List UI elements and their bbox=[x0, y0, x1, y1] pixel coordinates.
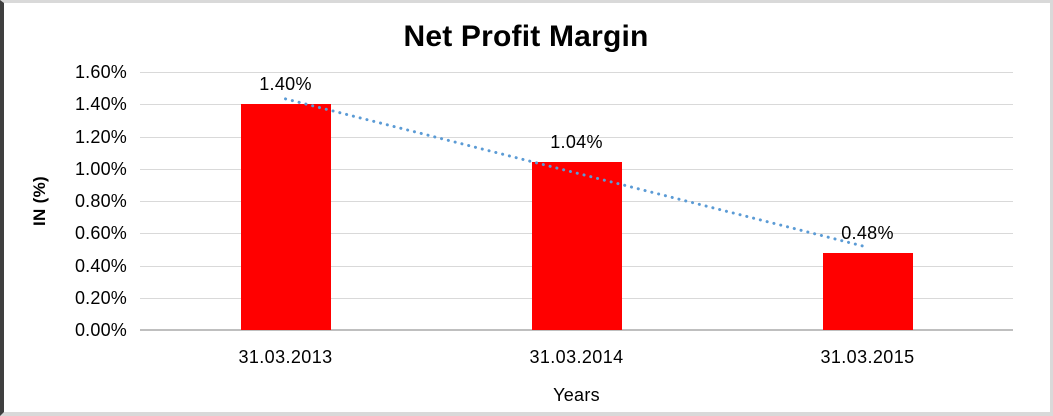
trendline bbox=[284, 97, 869, 249]
x-axis-line bbox=[140, 329, 1013, 331]
y-tick-label: 0.00% bbox=[74, 320, 127, 340]
bar-value-label: 1.40% bbox=[259, 74, 312, 95]
y-tick-label: 1.20% bbox=[74, 126, 127, 147]
data-labels-layer: 1.40% 1.04% 0.48% bbox=[140, 72, 1013, 330]
y-tick-label: 1.00% bbox=[74, 158, 127, 179]
y-tick-label: 0.20% bbox=[74, 287, 127, 308]
chart-title: Net Profit Margin bbox=[403, 20, 649, 53]
y-tick-label: 0.60% bbox=[74, 223, 127, 244]
x-tick-label: 31.03.2013 bbox=[238, 347, 333, 367]
gridline bbox=[140, 136, 1013, 138]
bar-31.03.2014 bbox=[531, 162, 622, 330]
y-tick-label: 1.60% bbox=[74, 62, 127, 82]
plot-area: 1.40% 1.04% 0.48% bbox=[140, 72, 1013, 331]
bar-31.03.2013 bbox=[240, 104, 331, 330]
x-axis-title: Years bbox=[553, 385, 600, 405]
chart-canvas: Net Profit Margin IN (%) 1.40% 1.04% 0.48%… bbox=[4, 3, 1050, 412]
y-tick-label: 0.80% bbox=[74, 191, 127, 211]
x-tick-label: 31.03.2014 bbox=[529, 347, 624, 367]
y-tick-label: 0.40% bbox=[74, 255, 127, 276]
gridline bbox=[140, 104, 1013, 106]
y-tick-label: 1.40% bbox=[74, 94, 127, 115]
bar-value-label: 1.04% bbox=[550, 132, 603, 153]
x-tick-label: 31.03.2015 bbox=[820, 347, 915, 367]
bar-value-label: 0.48% bbox=[841, 222, 894, 243]
bar-31.03.2015 bbox=[822, 252, 913, 330]
gridline bbox=[140, 72, 1013, 73]
bars-layer bbox=[140, 72, 1013, 330]
